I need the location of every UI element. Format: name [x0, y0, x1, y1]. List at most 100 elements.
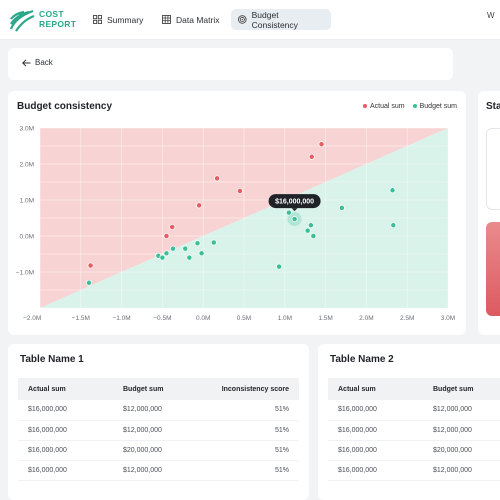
top-bar: COST REPORT Summary Data Matrix Budget Co… [0, 0, 500, 40]
statistics-card: Sta [478, 91, 500, 335]
cell: $12,000,000 [423, 400, 500, 421]
table-1: Actual sum Budget sum Inconsistency scor… [18, 378, 299, 481]
actual-point [169, 224, 176, 230]
y-tick-label: 1.0M [20, 198, 34, 205]
tab-data-matrix[interactable]: Data Matrix [155, 9, 226, 30]
back-button[interactable]: Back [22, 58, 53, 67]
y-tick-label: −1.0M [16, 270, 34, 277]
budget-point [198, 250, 205, 257]
x-tick-label: 2.5M [400, 315, 414, 322]
actual-point [214, 175, 221, 182]
cell: $16,000,000 [328, 440, 423, 461]
column-header[interactable]: Actual sum [18, 378, 113, 400]
tooltip-text: $16,000,000 [275, 199, 314, 206]
cell: $12,000,000 [113, 420, 193, 441]
table-card-1: Table Name 1 Actual sum Budget sum Incon… [8, 344, 309, 500]
scatter-chart[interactable]: −1.5M −1.0M −0.5M 0.0M 0.5M 1.0M 1.5M 2.0M 2.5M 3… [8, 91, 466, 335]
top-right-menu[interactable]: W [487, 11, 495, 20]
actual-point [196, 202, 203, 209]
table-header-row: Actual sum Budget sum Inconsistency scor… [18, 378, 299, 400]
tooltip-box [268, 194, 321, 209]
cell: $20,000,000 [113, 440, 193, 461]
table-1-title: Table Name 1 [20, 354, 84, 365]
budget-point [276, 263, 283, 270]
arrow-left-icon [22, 58, 31, 67]
grid-icon [93, 15, 102, 24]
y-tick-label: 3.0M [20, 126, 34, 133]
tab-budget-consistency[interactable]: Budget Consistency [231, 9, 331, 30]
x-tick-label: 1.0M [278, 315, 292, 322]
budget-consistency-card: Budget consistency Actual sum Budget sum… [8, 91, 466, 335]
cell: $16,000,000 [18, 420, 113, 441]
x-tick-label: −0.5M [153, 315, 171, 322]
actual-point [318, 141, 325, 148]
target-icon [238, 15, 247, 24]
x-tick-label: 1.5M [318, 315, 332, 322]
cell: 51% [193, 400, 299, 421]
budget-point [389, 187, 396, 194]
budget-point [307, 222, 314, 229]
table-row[interactable]: $16,000,000 $12,000,000 [328, 420, 500, 441]
legend-item-actual[interactable]: Actual sum [363, 103, 405, 110]
table-icon [162, 15, 171, 24]
column-header[interactable]: Actual sum [328, 378, 423, 400]
x-tick-label: 0.0M [196, 315, 210, 322]
table-row[interactable]: $16,000,000 $20,000,000 [328, 440, 500, 461]
cell: $16,000,000 [328, 400, 423, 421]
x-tick-label: −1.5M [72, 315, 90, 322]
budget-point [186, 254, 193, 261]
table-row[interactable]: $16,000,000 $12,000,000 [328, 400, 500, 421]
legend-dot-actual [363, 104, 367, 109]
budget-point [163, 250, 170, 257]
table-row[interactable]: $16,000,000 $20,000,000 51% [18, 440, 299, 461]
budget-point [304, 227, 311, 234]
budget-point [194, 240, 201, 247]
cell: $12,000,000 [423, 420, 500, 441]
cell: 51% [193, 420, 299, 441]
budget-point [291, 216, 298, 223]
y-tick-label: 0.0M [20, 234, 34, 241]
x-tick-label: 3.0M [441, 315, 455, 322]
cell: $12,000,000 [113, 460, 193, 481]
statistics-title: Sta [486, 101, 500, 112]
legend-label-actual: Actual sum [370, 103, 405, 110]
cell: $20,000,000 [423, 440, 500, 461]
brand-line1: COST [39, 9, 64, 19]
brand-logo[interactable]: COST REPORT [8, 7, 80, 33]
x-tick-label: −1.0M [112, 315, 130, 322]
cell: $16,000,000 [18, 400, 113, 421]
table-2: Actual sum Budget sum $16,000,000 $12,000… [328, 378, 500, 481]
cell: $12,000,000 [113, 400, 193, 421]
table-row[interactable]: $16,000,000 $12,000,000 [328, 460, 500, 481]
cell: 51% [193, 440, 299, 461]
cell: $16,000,000 [18, 440, 113, 461]
actual-point [87, 262, 94, 269]
actual-point [163, 233, 170, 239]
chart-legend: Actual sum Budget sum [363, 103, 457, 110]
back-label: Back [35, 58, 53, 67]
table-row[interactable]: $16,000,000 $12,000,000 51% [18, 460, 299, 481]
x-tick-label: 2.0M [359, 315, 373, 322]
column-header[interactable]: Budget sum [423, 378, 500, 400]
cell: $16,000,000 [328, 460, 423, 481]
brand-line2: REPORT [39, 19, 77, 29]
budget-point [159, 254, 166, 261]
tab-budget-consistency-label: Budget Consistency [251, 9, 298, 30]
budget-point [338, 204, 345, 211]
logo-icon [9, 9, 35, 32]
alert-box [486, 222, 500, 316]
table-row[interactable]: $16,000,000 $12,000,000 51% [18, 420, 299, 441]
x-tick-label: 0.5M [237, 315, 251, 322]
column-header[interactable]: Budget sum [113, 378, 193, 400]
tab-summary[interactable]: Summary [86, 9, 150, 30]
column-header[interactable]: Inconsistency score [193, 378, 299, 400]
legend-dot-budget [412, 104, 417, 109]
stat-box [486, 128, 500, 210]
cell: $12,000,000 [423, 460, 500, 481]
cell: $16,000,000 [18, 460, 113, 481]
cell: 51% [193, 460, 299, 481]
budget-point [210, 239, 217, 246]
legend-item-budget[interactable]: Budget sum [412, 103, 457, 110]
table-row[interactable]: $16,000,000 $12,000,000 51% [18, 400, 299, 421]
chart-title: Budget consistency [17, 101, 113, 112]
